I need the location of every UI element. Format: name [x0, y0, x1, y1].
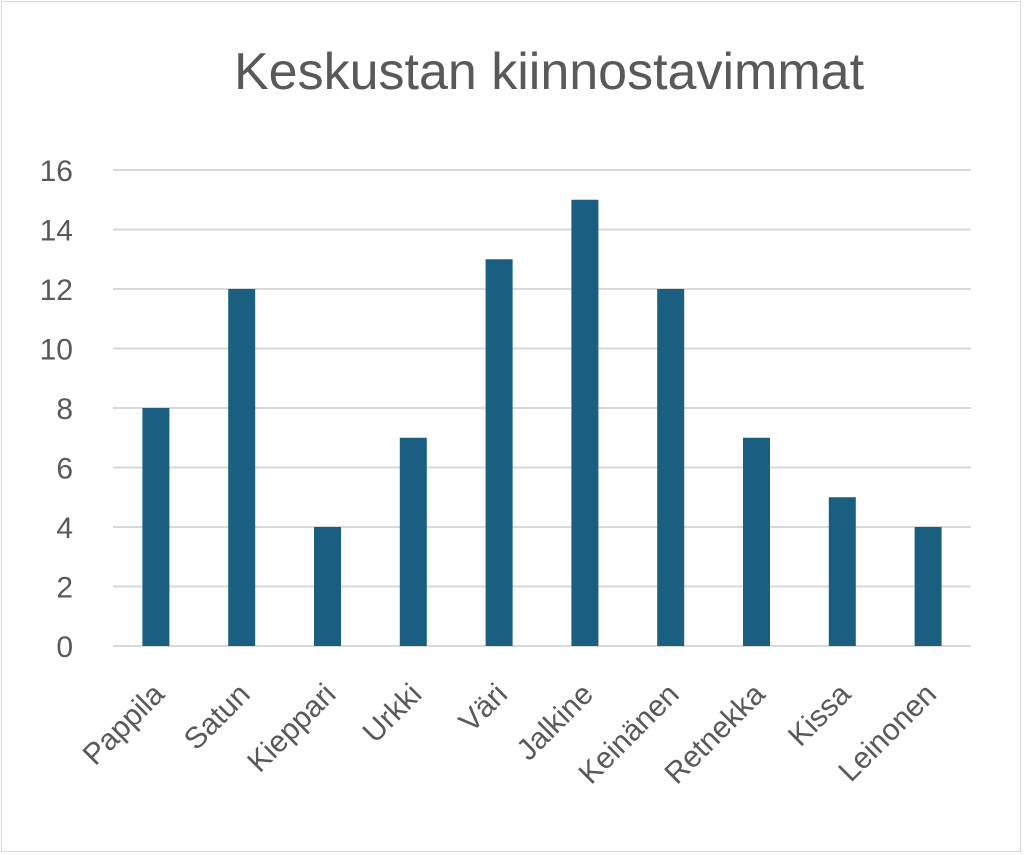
x-category-label: Kieppari	[241, 678, 342, 779]
bar	[485, 259, 513, 646]
bar	[399, 437, 427, 646]
chart-title: Keskustan kiinnostavimmat	[233, 43, 865, 101]
y-tick-label: 6	[56, 453, 73, 486]
x-category-label: Pappila	[77, 677, 171, 771]
y-tick-label: 14	[40, 215, 73, 248]
y-tick-label: 8	[56, 393, 73, 426]
bar	[571, 199, 599, 646]
bars	[142, 199, 942, 646]
bar	[743, 437, 770, 646]
x-category-label: Satun	[178, 678, 257, 757]
y-tick-label: 2	[56, 572, 73, 605]
y-tick-label: 4	[56, 512, 73, 545]
grid-lines	[113, 169, 971, 647]
y-axis-ticks: 0 2 4 6 8 10 12 14 16	[40, 155, 73, 664]
x-category-label: Kissa	[782, 677, 857, 752]
x-category-label: Urkki	[357, 678, 429, 750]
y-tick-label: 0	[56, 631, 73, 664]
y-tick-label: 16	[40, 155, 73, 188]
bar	[828, 497, 856, 646]
x-category-label: Väri	[453, 678, 514, 739]
y-tick-label: 12	[40, 274, 73, 307]
bar	[142, 408, 170, 646]
bar	[914, 527, 942, 646]
bar	[228, 289, 256, 646]
bar	[314, 527, 341, 646]
bar	[657, 289, 685, 646]
y-tick-label: 10	[40, 334, 73, 367]
